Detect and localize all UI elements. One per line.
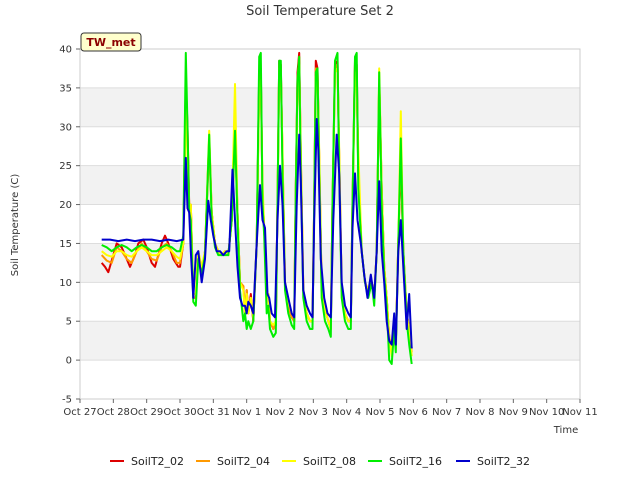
y-tick-label: 25 bbox=[59, 161, 72, 172]
x-tick-label: Oct 29 bbox=[130, 407, 163, 418]
grid-band bbox=[80, 87, 580, 127]
y-tick-label: 35 bbox=[59, 83, 72, 94]
x-tick-label: Oct 30 bbox=[163, 407, 196, 418]
y-tick-label: 15 bbox=[59, 239, 72, 250]
y-tick-label: 0 bbox=[66, 356, 72, 367]
y-tick-label: 30 bbox=[59, 122, 72, 133]
series-lines bbox=[100, 51, 413, 365]
x-tick-label: Oct 31 bbox=[197, 407, 230, 418]
legend-label: SoilT2_08 bbox=[303, 455, 356, 468]
y-axis-label: Soil Temperature (C) bbox=[10, 174, 21, 277]
legend-label: SoilT2_04 bbox=[217, 455, 270, 468]
y-tick-label: 5 bbox=[66, 317, 72, 328]
x-tick-label: Nov 6 bbox=[399, 407, 428, 418]
station-badge: TW_met bbox=[80, 32, 142, 52]
x-tick-label: Nov 10 bbox=[529, 407, 564, 418]
y-axis-ticks: -5 0 5 10 15 20 25 30 35 40 bbox=[59, 45, 80, 406]
y-tick-label: -5 bbox=[62, 395, 72, 406]
legend-label: SoilT2_16 bbox=[389, 455, 442, 468]
y-tick-label: 40 bbox=[59, 45, 72, 56]
chart-title: Soil Temperature Set 2 bbox=[246, 4, 394, 19]
x-tick-label: Nov 8 bbox=[465, 407, 494, 418]
plot-area-border bbox=[79, 48, 581, 400]
x-tick-label: Nov 2 bbox=[265, 407, 294, 418]
x-tick-label: Nov 4 bbox=[332, 407, 361, 418]
grid-bands bbox=[80, 87, 580, 361]
x-tick-label: Nov 11 bbox=[562, 407, 597, 418]
legend-label: SoilT2_02 bbox=[131, 455, 184, 468]
x-tick-label: Nov 9 bbox=[499, 407, 528, 418]
x-tick-label: Oct 28 bbox=[97, 407, 130, 418]
station-badge-box bbox=[80, 32, 142, 52]
x-tick-label: Nov 7 bbox=[432, 407, 461, 418]
y-tick-label: 20 bbox=[59, 200, 72, 211]
legend: SoilT2_02 SoilT2_04 SoilT2_08 SoilT2_16 Soil… bbox=[110, 455, 530, 468]
legend-label: SoilT2_32 bbox=[477, 455, 530, 468]
x-tick-label: Nov 3 bbox=[299, 407, 328, 418]
x-tick-label: Nov 5 bbox=[365, 407, 394, 418]
x-tick-label: Oct 27 bbox=[63, 407, 96, 418]
series-line-soilt2_32 bbox=[101, 118, 413, 349]
y-tick-label: 10 bbox=[59, 278, 72, 289]
x-axis-ticks: Oct 27 Oct 28 Oct 29 Oct 30 Oct 31 Nov 1 Nov 2… bbox=[63, 399, 598, 418]
grid-band bbox=[80, 243, 580, 283]
station-badge-label: TW_met bbox=[86, 36, 135, 49]
grid-band bbox=[80, 165, 580, 205]
x-tick-label: Nov 1 bbox=[232, 407, 261, 418]
x-axis-label: Time bbox=[553, 425, 578, 436]
